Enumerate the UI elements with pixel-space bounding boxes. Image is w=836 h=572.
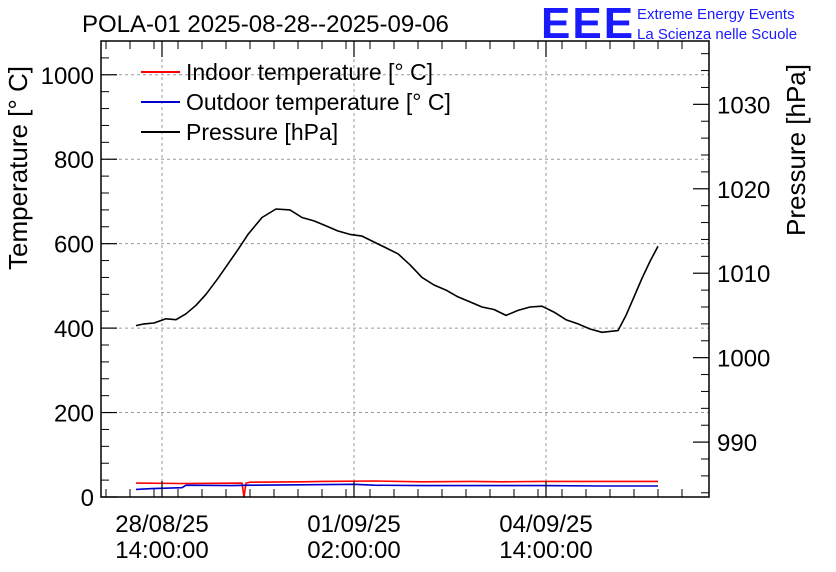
series-line-indoor <box>135 480 658 498</box>
y-tick-label: 200 <box>54 401 94 428</box>
y2-tick-label: 1000 <box>717 346 770 373</box>
logo-line-1: Extreme Energy Events <box>637 6 795 23</box>
x-tick-label-date: 28/08/25 <box>115 511 208 538</box>
y-tick-label: 800 <box>54 147 94 174</box>
y-tick-label: 1000 <box>41 63 94 90</box>
legend: Indoor temperature [° C] Outdoor tempera… <box>141 59 451 145</box>
plot-frame <box>100 40 710 498</box>
x-tick-label-time: 14:00:00 <box>499 537 592 564</box>
x-tick-label-time: 14:00:00 <box>115 537 208 564</box>
logo-mark: EEE <box>541 0 635 48</box>
y-axis-title: Temperature [° C] <box>3 66 33 270</box>
axes: 0 200 400 600 800 1000 990 1000 1010 1020 1030 28/0… <box>41 41 770 564</box>
y2-tick-label: 1030 <box>717 92 770 119</box>
y2-tick-label: 990 <box>717 430 757 457</box>
y-tick-label: 0 <box>81 485 94 512</box>
y-tick-label: 400 <box>54 316 94 343</box>
grid <box>101 41 709 497</box>
eee-logo: EEE Extreme Energy Events La Scienza nel… <box>541 0 797 48</box>
logo-line-2: La Scienza nelle Scuole <box>637 26 797 43</box>
legend-label-pressure: Pressure [hPa] <box>186 119 338 145</box>
y2-axis-title: Pressure [hPa] <box>781 64 811 236</box>
y-tick-label: 600 <box>54 232 94 259</box>
x-tick-label-date: 01/09/25 <box>307 511 400 538</box>
x-tick-label-date: 04/09/25 <box>499 511 592 538</box>
legend-label-outdoor: Outdoor temperature [° C] <box>186 89 451 115</box>
x-tick-label-time: 02:00:00 <box>307 537 400 564</box>
series-layer <box>135 208 659 498</box>
y2-tick-label: 1020 <box>717 177 770 204</box>
series-line-outdoor <box>135 483 658 491</box>
series-line-pressure <box>135 208 659 334</box>
y2-tick-label: 1010 <box>717 261 770 288</box>
legend-label-indoor: Indoor temperature [° C] <box>186 59 433 85</box>
chart-title: POLA-01 2025-08-28--2025-09-06 <box>82 11 449 38</box>
